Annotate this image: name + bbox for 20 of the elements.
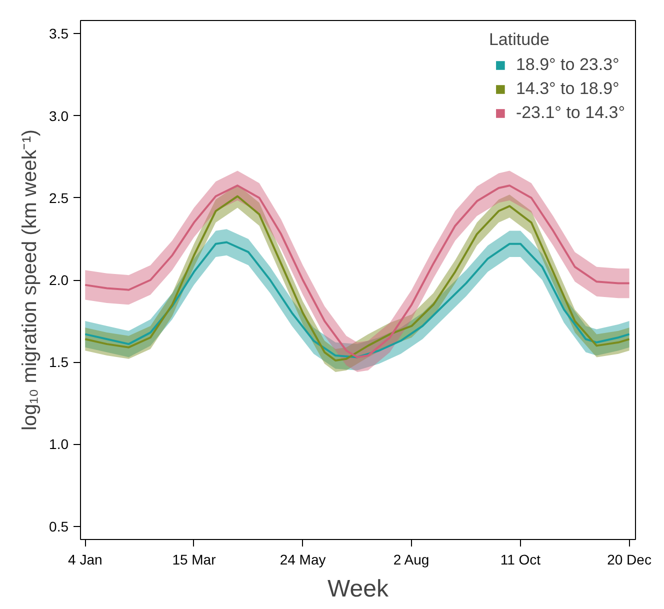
y-tick-label: 0.5 — [49, 518, 69, 534]
y-tick-label: 2.0 — [49, 272, 69, 288]
x-tick-label: 20 Dec — [607, 552, 652, 568]
legend-title: Latitude — [488, 30, 550, 50]
legend-label: 14.3° to 18.9° — [516, 79, 620, 99]
x-tick-label: 11 Oct — [500, 552, 541, 568]
y-axis-title: log₁₀ migration speed (km week⁻¹) — [19, 129, 42, 431]
y-tick-label: 3.0 — [49, 108, 69, 124]
x-axis-title: Week — [328, 576, 390, 602]
y-tick-label: 3.5 — [49, 26, 69, 42]
y-tick-label: 1.5 — [49, 354, 69, 370]
x-tick-label: 24 May — [280, 552, 326, 568]
y-tick-label: 2.5 — [49, 190, 69, 206]
x-tick-label: 15 Mar — [172, 552, 216, 568]
x-tick-label: 2 Aug — [393, 552, 430, 568]
y-tick-label: 1.0 — [49, 436, 69, 452]
line-series — [84, 241, 630, 358]
x-tick-label: 4 Jan — [68, 552, 102, 568]
legend-label: -23.1° to 14.3° — [516, 103, 625, 123]
legend-label: 18.9° to 23.3° — [516, 55, 620, 75]
